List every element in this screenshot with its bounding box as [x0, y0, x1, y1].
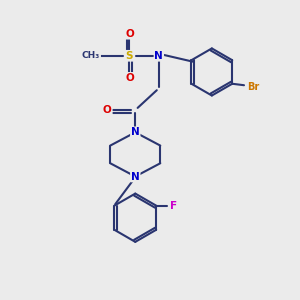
Text: CH₃: CH₃	[82, 51, 100, 60]
Text: F: F	[170, 201, 177, 211]
Text: N: N	[154, 51, 163, 61]
Text: N: N	[131, 127, 140, 137]
Text: O: O	[103, 105, 112, 115]
Text: O: O	[125, 29, 134, 39]
Text: Br: Br	[247, 82, 259, 92]
Text: O: O	[125, 73, 134, 83]
Text: S: S	[126, 51, 133, 61]
Text: N: N	[131, 172, 140, 182]
